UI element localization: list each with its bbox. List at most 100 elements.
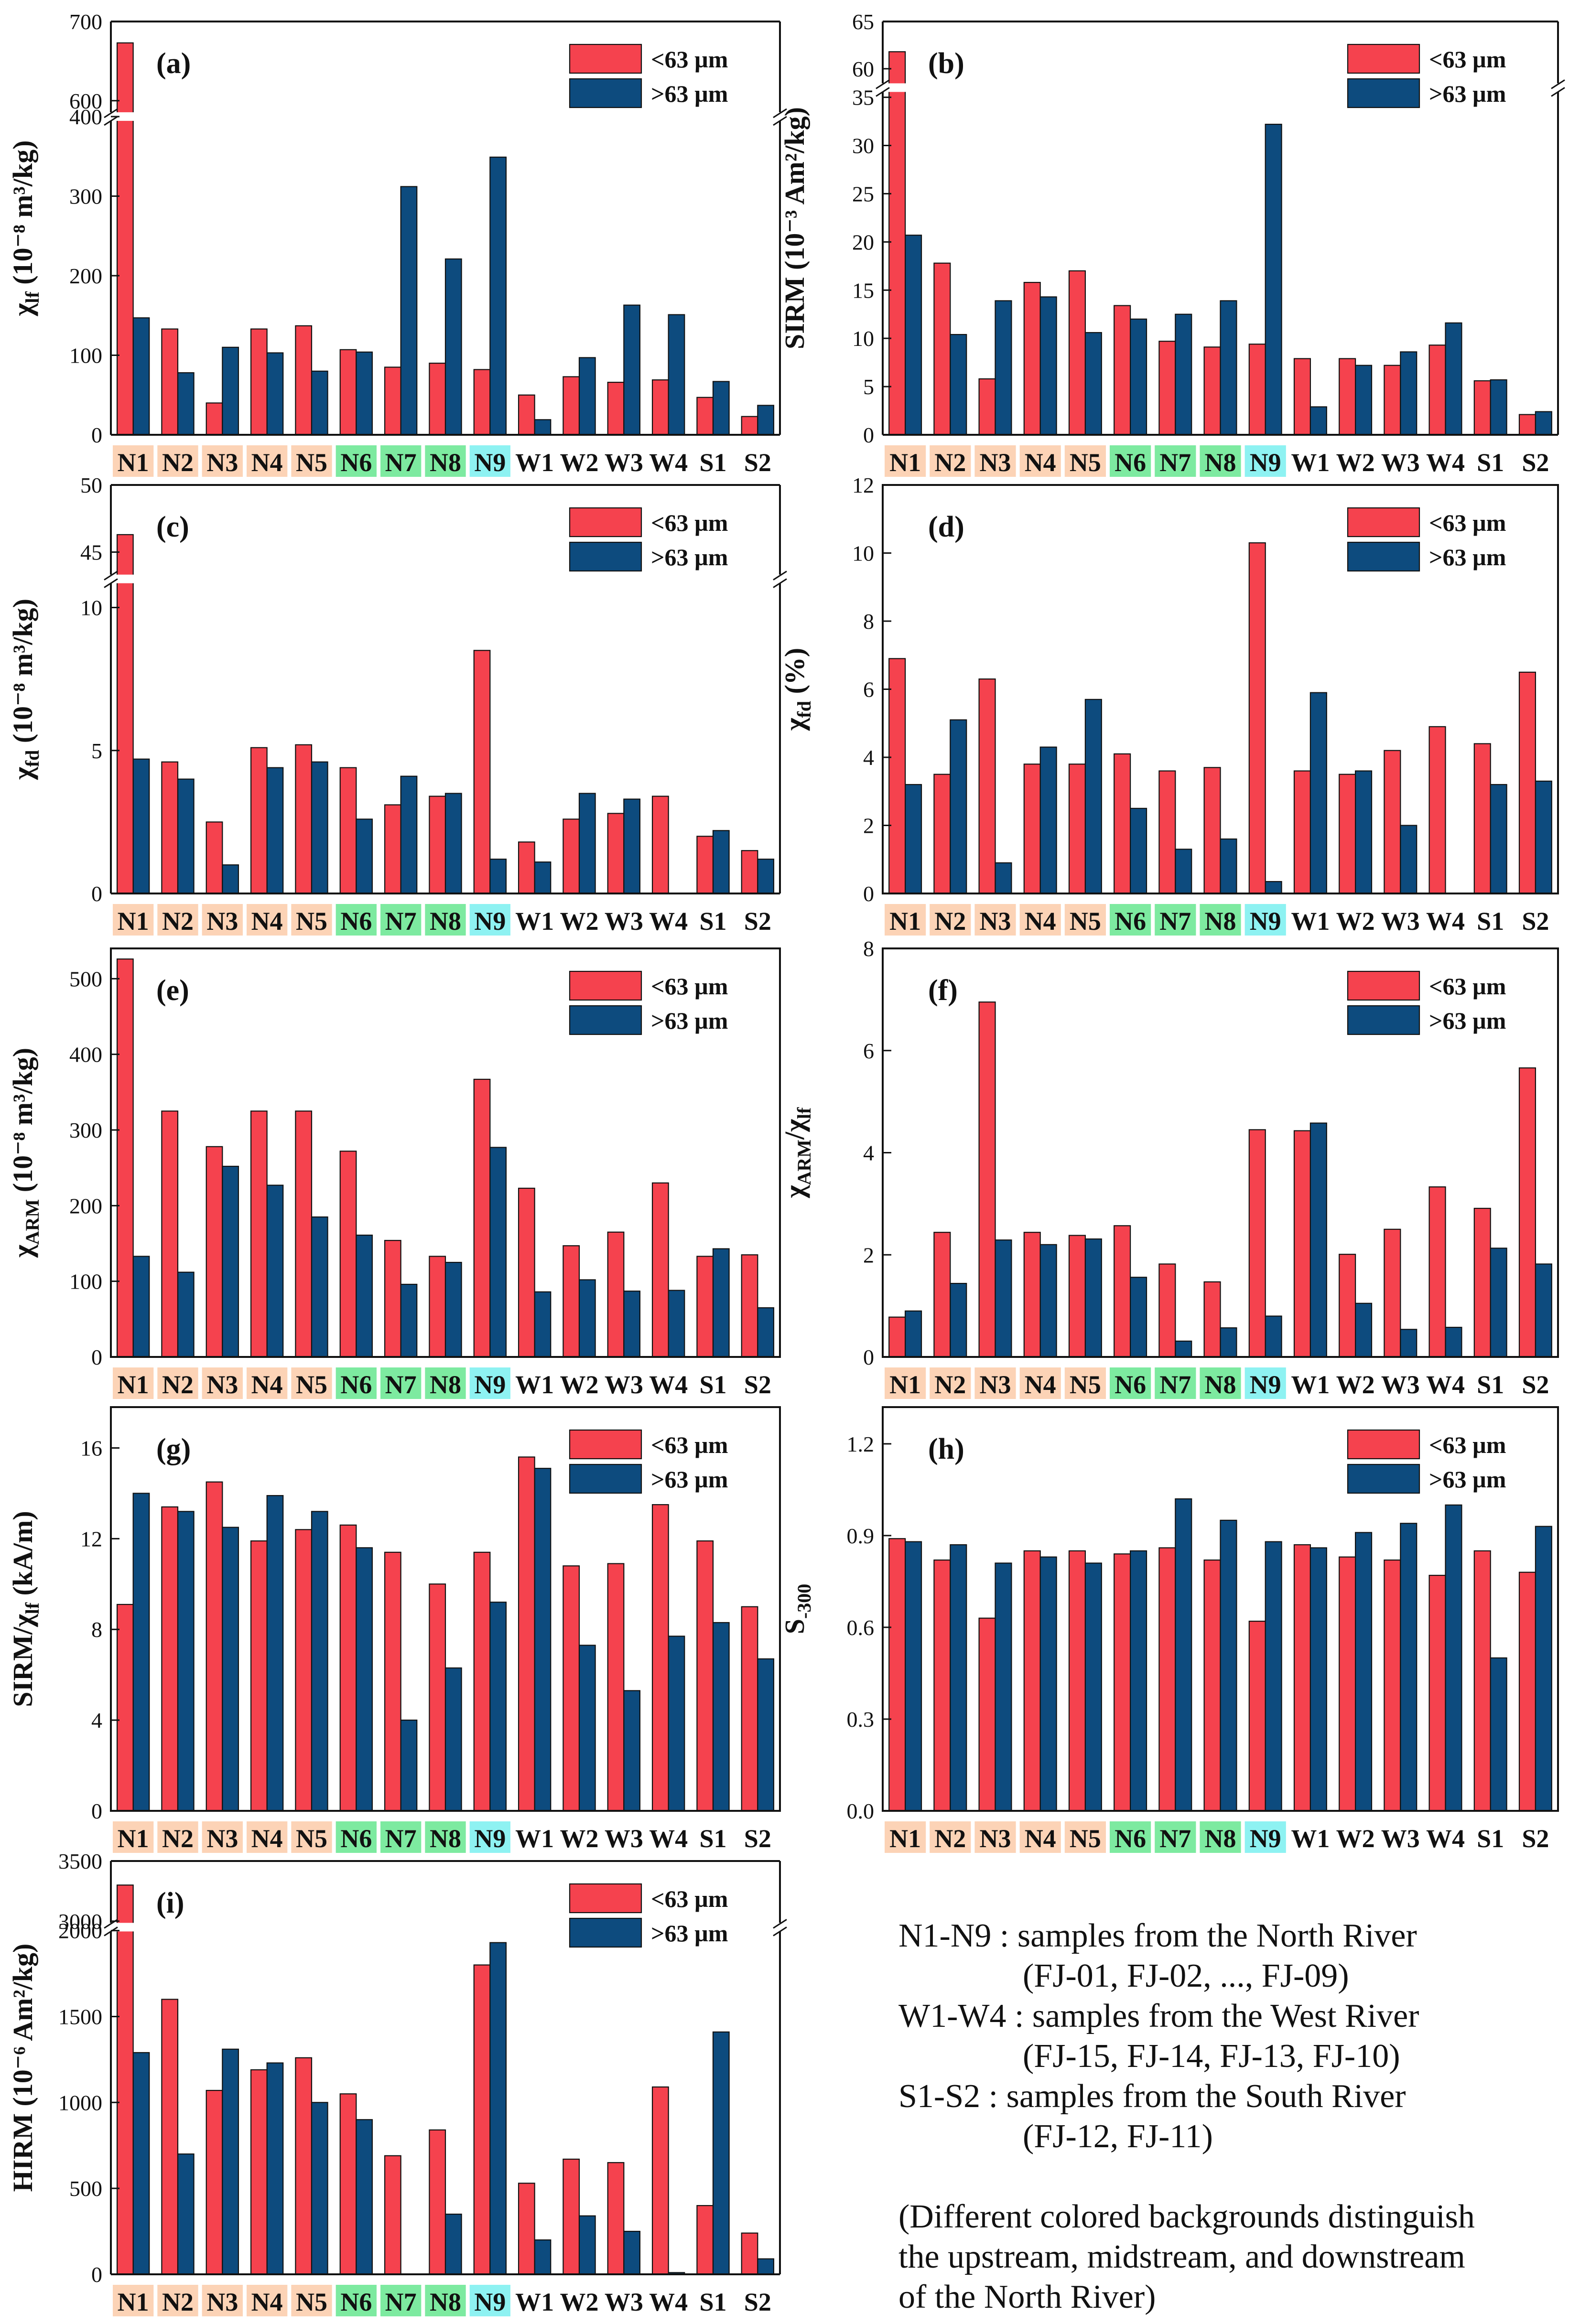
category-bg-N8: [425, 904, 466, 936]
bar-N9-fine: [473, 1078, 491, 1358]
panel-label-0: (a): [156, 47, 191, 80]
legend-label-coarse: >63 µm: [651, 80, 728, 107]
x-tick-label-N6: N6: [340, 1824, 372, 1853]
bar-N3-fine: [206, 1146, 223, 1358]
category-bg-N6: [335, 904, 377, 936]
bar-S1-coarse: [712, 381, 730, 436]
x-tick-label-W2: W2: [1336, 448, 1375, 477]
x-tick-label-W2: W2: [560, 448, 599, 477]
y-tick-label-0: 0: [91, 423, 102, 447]
bar-W2-fine: [1339, 1254, 1356, 1358]
bar-W1-fine: [518, 841, 535, 894]
x-tick-label-N6: N6: [1115, 1370, 1146, 1399]
bar-W3-fine: [1384, 1228, 1401, 1358]
bar-N6-coarse: [356, 2119, 373, 2275]
legend-label-fine: <63 µm: [651, 1431, 728, 1458]
legend-label-coarse: >63 µm: [1429, 80, 1506, 107]
x-tick-label-N1: N1: [889, 1370, 921, 1399]
bar-N7-coarse: [1175, 1498, 1192, 1812]
bar-W2-coarse: [1355, 365, 1373, 436]
bar-N4-coarse: [266, 767, 284, 894]
x-tick-label-S2: S2: [1522, 1824, 1549, 1853]
y-tick-label-300: 300: [69, 184, 102, 208]
legend-swatch-fine: [1347, 507, 1420, 538]
legend-label-fine: <63 µm: [651, 509, 728, 536]
bar-N8-coarse: [1220, 1519, 1237, 1812]
bar-W3-fine: [607, 2162, 625, 2275]
panel-label-4: (e): [156, 974, 189, 1007]
legend-swatch-fine: [1347, 43, 1420, 74]
x-tick-label-N1: N1: [118, 448, 149, 477]
category-bg-N7: [380, 904, 422, 936]
bar-N4-coarse: [266, 1184, 284, 1358]
bar-N7-fine: [384, 2155, 401, 2275]
axis-frame: [110, 947, 781, 1358]
x-tick-label-S2: S2: [1522, 1370, 1549, 1399]
x-tick-label-W1: W1: [515, 2288, 554, 2316]
legend-label-fine: <63 µm: [1429, 973, 1506, 1000]
category-bg-N2: [930, 1367, 971, 1399]
bar-N5-coarse: [1084, 332, 1102, 436]
y-tick-label-45: 45: [80, 540, 102, 564]
bar-N3-coarse: [222, 864, 239, 894]
ylabel-text-4: χARM (10⁻⁸ m³/kg): [7, 1048, 43, 1258]
panel-3: N1 N2 N3 N4 N5 N6 N7 N8 N9 W1 W2 W3 W4 S1 S2 0 2 4 6 8 10 12 (…: [852, 473, 1559, 936]
category-bg-N6: [335, 1367, 377, 1399]
bar-N7-coarse: [400, 775, 418, 894]
axis-break-gap: [97, 574, 794, 583]
y-tick-label-4: 4: [91, 1708, 102, 1732]
x-tick-label-W3: W3: [1381, 907, 1420, 936]
y-tick-label-500: 500: [69, 2176, 102, 2201]
y-tick-label-10: 10: [852, 326, 874, 351]
bar-N7-fine: [384, 1551, 401, 1812]
category-bg-N9: [1244, 1821, 1286, 1853]
bar-N7-fine: [384, 366, 401, 436]
bar-W3-fine: [607, 813, 625, 894]
ylabel-sub: fd: [22, 750, 43, 767]
bar-N7-fine: [1158, 770, 1176, 894]
bar-N9-coarse: [1265, 881, 1282, 894]
x-tick-label-W4: W4: [1426, 907, 1465, 936]
y-tick-label-60: 60: [852, 57, 874, 81]
bar-N9-fine: [473, 1551, 491, 1812]
bar-W2-coarse: [578, 1645, 596, 1812]
axis-frame: [110, 1406, 781, 1812]
bar-N2-fine: [161, 328, 179, 436]
bar-N2-fine: [161, 1110, 179, 1358]
bar-N9-coarse: [489, 1147, 507, 1358]
category-bg-N5: [291, 2285, 332, 2316]
category-bg-N5: [291, 1367, 332, 1399]
note-west-river: W1-W4 : samples from the West River: [898, 1998, 1419, 2034]
bar-W2-fine: [563, 376, 580, 436]
bar-N4-coarse: [1039, 1556, 1057, 1812]
x-tick-label-W3: W3: [605, 1824, 643, 1853]
bar-N1-coarse: [132, 317, 150, 436]
x-tick-label-W4: W4: [649, 2288, 688, 2316]
bar-N6-fine: [339, 349, 357, 436]
x-tick-label-N8: N8: [430, 2288, 461, 2316]
x-tick-label-N6: N6: [340, 2288, 372, 2316]
category-bg-N4: [247, 904, 288, 936]
category-bg-N9: [469, 445, 510, 477]
bar-N8-coarse: [444, 2214, 462, 2275]
y-tick-label-15: 15: [852, 278, 874, 302]
legend-swatch-coarse: [1347, 1463, 1420, 1494]
bar-N2-coarse: [177, 778, 195, 894]
bar-N3-coarse: [995, 862, 1012, 894]
bar-S2-coarse: [1535, 780, 1552, 894]
x-tick-label-S2: S2: [1522, 907, 1549, 936]
bar-N5-coarse: [311, 2102, 328, 2275]
legend-swatch-coarse: [1347, 1005, 1420, 1035]
bar-N2-fine: [161, 761, 179, 894]
bar-S2-coarse: [757, 405, 775, 436]
bar-S1-fine: [696, 2205, 714, 2275]
bar-N1-fine: [888, 51, 906, 436]
category-bg-N2: [930, 1821, 971, 1853]
bar-N5-fine: [295, 1529, 313, 1812]
bar-N8-coarse: [1220, 838, 1237, 894]
bar-W1-fine: [518, 1187, 535, 1358]
x-tick-label-N3: N3: [980, 1370, 1011, 1399]
note-background-3: of the North River): [898, 2279, 1156, 2315]
category-bg-N6: [335, 445, 377, 477]
ylabel-text-2: χfd (10⁻⁸ m³/kg): [7, 599, 43, 780]
